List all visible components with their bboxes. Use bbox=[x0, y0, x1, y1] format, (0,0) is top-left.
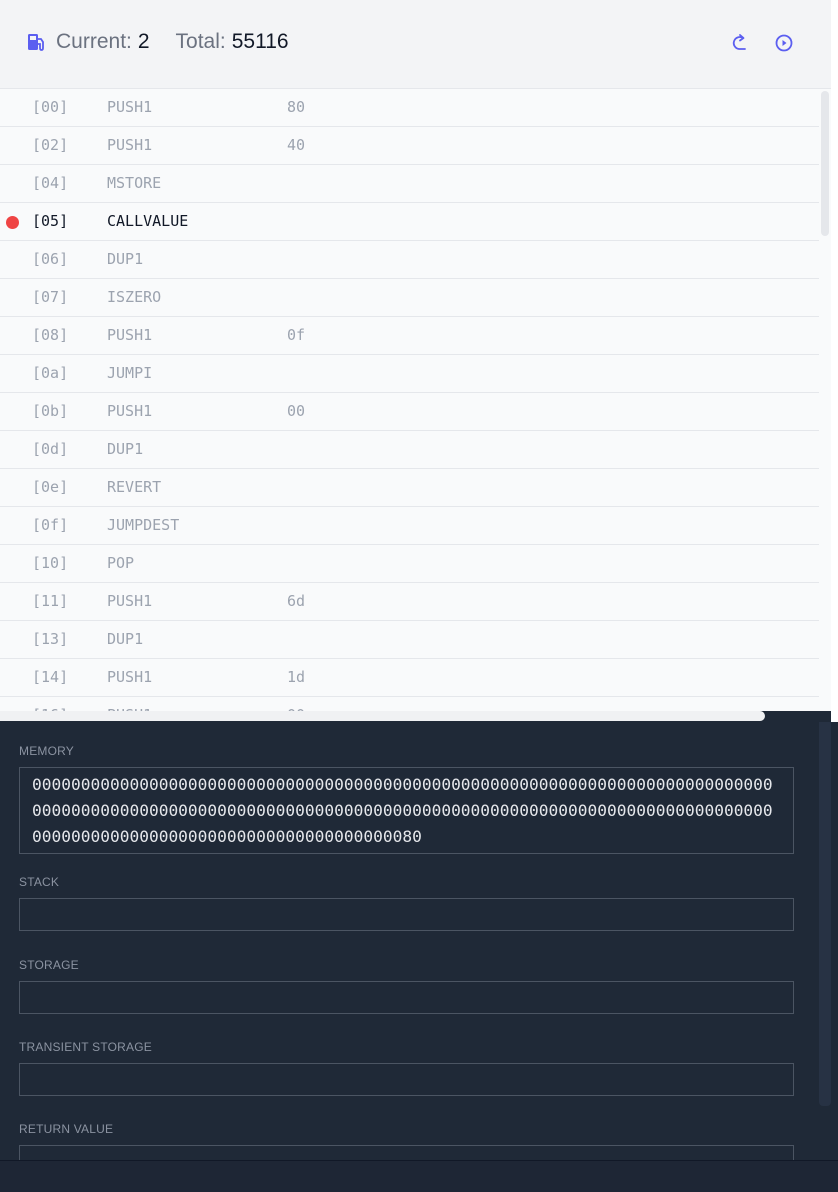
opcode-row[interactable]: [04] MSTORE bbox=[0, 165, 819, 203]
opcode-pc: [13] bbox=[32, 630, 69, 648]
opcode-row[interactable]: [07] ISZERO bbox=[0, 279, 819, 317]
opcode-pc: [11] bbox=[32, 592, 69, 610]
opcode-row[interactable]: [00] PUSH1 80 bbox=[0, 89, 819, 127]
state-panel-scrollbar[interactable] bbox=[819, 722, 831, 1106]
opcode-pc: [00] bbox=[32, 98, 69, 116]
opcode-name: JUMPDEST bbox=[107, 516, 180, 534]
opcode-pc: [05] bbox=[32, 212, 69, 230]
opcode-pc: [0d] bbox=[32, 440, 69, 458]
gas-header: Current: 2 Total: 55116 bbox=[0, 0, 831, 89]
opcode-row[interactable]: [0b] PUSH1 00 bbox=[0, 393, 819, 431]
storage-label: STORAGE bbox=[19, 958, 79, 972]
footer-bar bbox=[0, 1160, 838, 1192]
step-button[interactable] bbox=[773, 32, 795, 54]
opcode-name: DUP1 bbox=[107, 250, 144, 268]
opcode-name: MSTORE bbox=[107, 174, 162, 192]
opcode-row[interactable]: [0f] JUMPDEST bbox=[0, 507, 819, 545]
opcode-pc: [08] bbox=[32, 326, 69, 344]
opcode-list[interactable]: [00] PUSH1 80 [02] PUSH1 40 [04] MSTORE [05] CALL… bbox=[0, 89, 819, 711]
stack-label: STACK bbox=[19, 875, 60, 889]
opcode-row[interactable]: [02] PUSH1 40 bbox=[0, 127, 819, 165]
opcode-pc: [10] bbox=[32, 554, 69, 572]
edge-strip bbox=[831, 0, 838, 722]
current-label: Current: bbox=[56, 30, 132, 53]
opcode-pc: [0e] bbox=[32, 478, 69, 496]
opcode-argument: 6d bbox=[287, 592, 306, 610]
opcode-row[interactable]: [06] DUP1 bbox=[0, 241, 819, 279]
opcode-name: PUSH1 bbox=[107, 592, 153, 610]
transient-storage-label: TRANSIENT STORAGE bbox=[19, 1040, 152, 1054]
opcode-row[interactable]: [16] PUSH1 00 bbox=[0, 697, 819, 711]
restart-button[interactable] bbox=[728, 32, 750, 54]
play-circle-icon bbox=[775, 34, 793, 52]
opcode-name: POP bbox=[107, 554, 135, 572]
current-gas-value: 2 bbox=[137, 30, 150, 53]
opcode-name: PUSH1 bbox=[107, 402, 153, 420]
state-panel: MEMORY 000000000000000000000000000000000… bbox=[0, 722, 819, 1178]
gas-counter: Current: 2 Total: 55116 bbox=[26, 30, 289, 54]
transient-storage-field[interactable] bbox=[19, 1063, 794, 1096]
opcode-argument: 80 bbox=[287, 98, 306, 116]
scrollbar-thumb[interactable] bbox=[821, 91, 829, 236]
opcode-name: REVERT bbox=[107, 478, 162, 496]
opcode-list-scrollbar[interactable] bbox=[819, 89, 831, 711]
opcode-pc: [02] bbox=[32, 136, 69, 154]
total-gas-value: 55116 bbox=[231, 30, 289, 53]
opcode-pc: [0f] bbox=[32, 516, 69, 534]
horizontal-scrollbar[interactable] bbox=[0, 711, 765, 721]
opcode-name: PUSH1 bbox=[107, 326, 153, 344]
opcode-row[interactable]: [13] DUP1 bbox=[0, 621, 819, 659]
storage-field[interactable] bbox=[19, 981, 794, 1014]
breakpoint-icon[interactable] bbox=[6, 216, 19, 229]
stack-field[interactable] bbox=[19, 898, 794, 931]
opcode-row[interactable]: [08] PUSH1 0f bbox=[0, 317, 819, 355]
opcode-row[interactable]: [11] PUSH1 6d bbox=[0, 583, 819, 621]
opcode-name: PUSH1 bbox=[107, 668, 153, 686]
opcode-row[interactable]: [10] POP bbox=[0, 545, 819, 583]
opcode-row[interactable]: [0d] DUP1 bbox=[0, 431, 819, 469]
opcode-row[interactable]: [05] CALLVALUE bbox=[0, 203, 819, 241]
opcode-pc: [0a] bbox=[32, 364, 69, 382]
opcode-name: PUSH1 bbox=[107, 136, 153, 154]
opcode-pc: [07] bbox=[32, 288, 69, 306]
opcode-argument: 1d bbox=[287, 668, 306, 686]
redo-icon bbox=[732, 34, 746, 50]
opcode-name: CALLVALUE bbox=[107, 212, 189, 230]
opcode-argument: 0f bbox=[287, 326, 306, 344]
opcode-argument: 40 bbox=[287, 136, 306, 154]
opcode-name: PUSH1 bbox=[107, 706, 152, 711]
memory-field[interactable]: 0000000000000000000000000000000000000000… bbox=[19, 767, 794, 854]
opcode-pc: [14] bbox=[32, 668, 69, 686]
opcode-pc: [06] bbox=[32, 250, 69, 268]
opcode-name: JUMPI bbox=[107, 364, 153, 382]
opcode-pc: [04] bbox=[32, 174, 69, 192]
opcode-row[interactable]: [0e] REVERT bbox=[0, 469, 819, 507]
opcode-name: DUP1 bbox=[107, 440, 144, 458]
opcode-name: DUP1 bbox=[107, 630, 144, 648]
opcode-argument: 00 bbox=[287, 402, 306, 420]
total-label: Total: bbox=[175, 30, 226, 53]
opcode-name: ISZERO bbox=[107, 288, 162, 306]
fuel-pump-icon bbox=[28, 34, 44, 51]
opcode-row[interactable]: [0a] JUMPI bbox=[0, 355, 819, 393]
memory-label: MEMORY bbox=[19, 744, 74, 758]
opcode-argument: 00 bbox=[287, 706, 305, 711]
opcode-pc: [16] bbox=[32, 706, 68, 711]
return-value-label: RETURN VALUE bbox=[19, 1122, 114, 1136]
opcode-pc: [0b] bbox=[32, 402, 69, 420]
opcode-row[interactable]: [14] PUSH1 1d bbox=[0, 659, 819, 697]
opcode-name: PUSH1 bbox=[107, 98, 153, 116]
